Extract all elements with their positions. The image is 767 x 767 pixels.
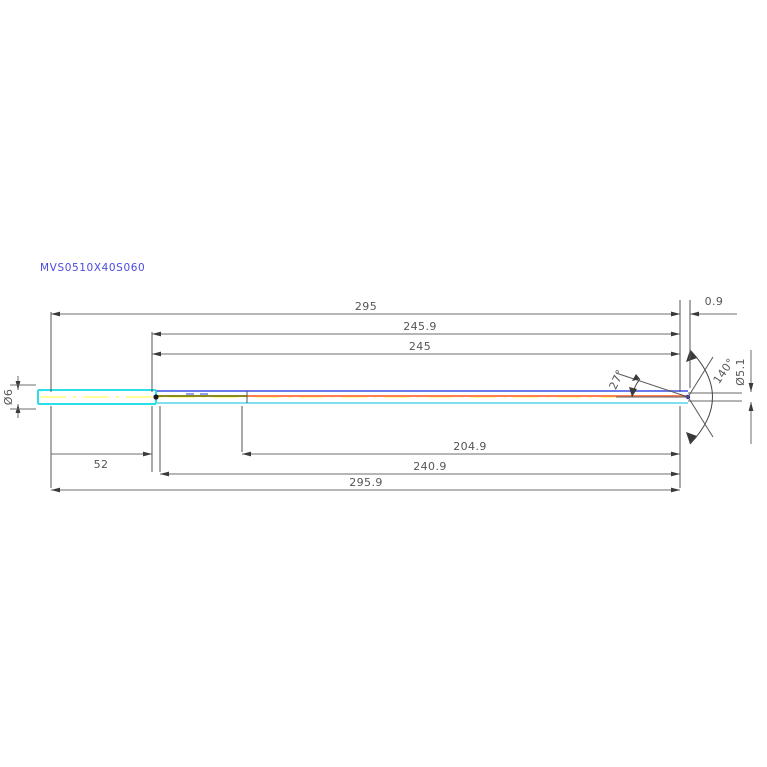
relief-angle-geometry <box>615 372 689 398</box>
dim-label-245: 245 <box>409 340 431 353</box>
dim-label-245-9: 245.9 <box>403 320 437 333</box>
dim-label-204-9: 204.9 <box>453 440 487 453</box>
origin-node <box>153 394 159 400</box>
dim-label-diameter-6: Ø6 <box>2 389 15 405</box>
diameter-dimensions: Ø6 Ø5.1 <box>2 350 754 444</box>
shank-section <box>37 389 156 405</box>
dim-label-27-deg: 27° <box>607 367 628 391</box>
flute-body <box>155 390 688 404</box>
dim-label-240-9: 240.9 <box>413 460 447 473</box>
point-angle-arrow-bottom <box>686 432 697 444</box>
part-number-label: MVS0510X40S060 <box>40 262 145 274</box>
point-angle-arrow-top <box>686 350 697 362</box>
dim-label-52: 52 <box>94 458 109 471</box>
dim-label-295: 295 <box>355 300 377 313</box>
dim-label-295-9: 295.9 <box>349 476 383 489</box>
angle-labels: 27° 140° <box>607 356 738 392</box>
part-geometry <box>37 389 742 405</box>
top-dimensions: 295 245.9 245 0.9 <box>50 295 737 392</box>
dim-label-0-9: 0.9 <box>705 295 724 308</box>
dim-label-diameter-5-1: Ø5.1 <box>734 358 747 386</box>
bottom-dimensions: 52 204.9 240.9 295.9 <box>50 406 681 493</box>
point-angle-geometry <box>686 349 714 445</box>
